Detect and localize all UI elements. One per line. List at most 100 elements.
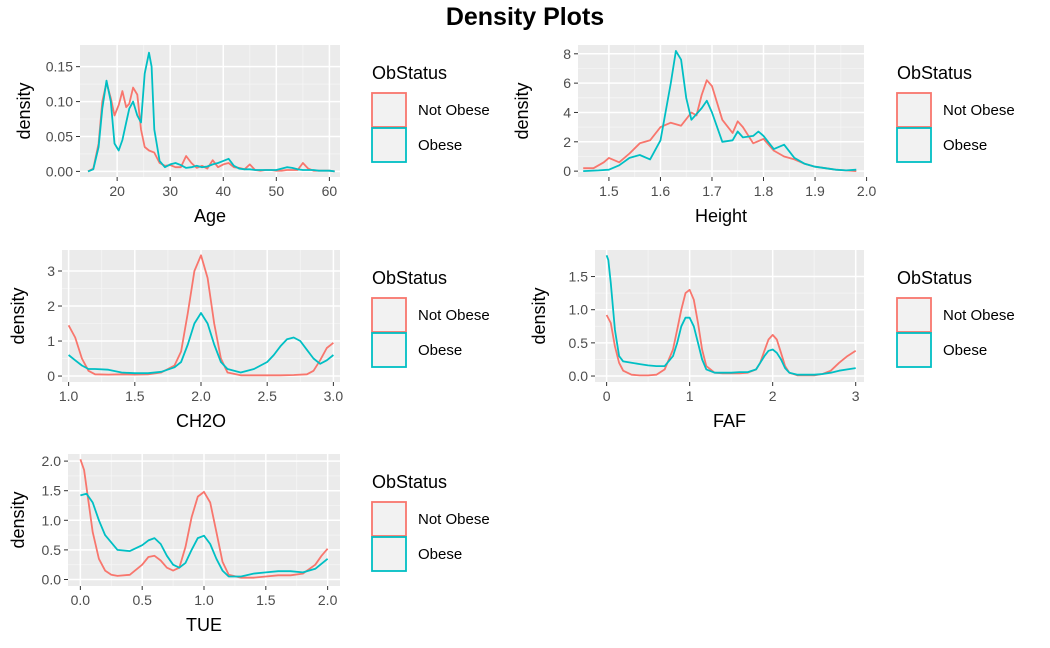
chart-4-x-tick-label: 1	[686, 388, 694, 404]
chart-5-tue: 0.0 0.5 1.0 1.5 2.0 0.0 0.5 1.0 1.5 2.0 TUE density…	[8, 453, 490, 635]
chart-4-x-tick-label: 0	[603, 388, 611, 404]
chart-5-y-tick-label: 1.0	[42, 512, 62, 528]
chart-4-y-axis-title: density	[529, 287, 549, 344]
chart-2-x-tick-label: 1.5	[599, 183, 619, 199]
chart-1-line-not-obese	[87, 81, 335, 173]
chart-3-x-tick-label: 3.0	[324, 388, 344, 404]
chart-3-x-tick-label: 1.5	[125, 388, 145, 404]
chart-5-x-axis-title: TUE	[186, 615, 222, 635]
chart-1-y-tick-label: 0.10	[46, 94, 73, 110]
chart-3-legend-key-not-obese	[371, 297, 407, 333]
chart-2-x-tick-label: 2.0	[857, 183, 877, 199]
chart-5-line-obese	[80, 492, 329, 578]
chart-5-x-tick-label: 1.0	[194, 592, 214, 608]
chart-1-legend-key-obese	[371, 127, 407, 163]
chart-3-x-tick-label: 2.5	[257, 388, 277, 404]
chart-1-x-tick-label: 50	[269, 183, 285, 199]
chart-4-y-tick-label: 1.0	[569, 302, 589, 318]
chart-3-y-tick-label: 0	[47, 368, 55, 384]
chart-2-x-tick-label: 1.8	[754, 183, 774, 199]
chart-3-legend-key-obese	[371, 332, 407, 368]
chart-5-legend-key-obese	[371, 536, 407, 572]
chart-3-line-not-obese	[67, 254, 334, 377]
chart-2-legend-label-obese: Obese	[943, 137, 987, 154]
chart-3-x-axis-title: CH2O	[176, 411, 226, 431]
chart-4-x-tick-label: 3	[852, 388, 860, 404]
page-title: Density Plots	[445, 3, 605, 31]
chart-2-y-axis-title: density	[512, 82, 532, 139]
chart-4-legend-label-not-obese: Not Obese	[943, 307, 1015, 324]
chart-1-panel-background	[80, 45, 340, 177]
chart-2-x-tick-label: 1.7	[702, 183, 722, 199]
chart-5-legend-key-not-obese	[371, 501, 407, 537]
chart-3-x-tick-label: 1.0	[59, 388, 79, 404]
chart-1-x-tick-label: 60	[322, 183, 338, 199]
chart-5-y-tick-label: 1.5	[42, 483, 62, 499]
chart-1-y-tick-label: 0.00	[46, 163, 73, 179]
chart-2-y-tick-label: 4	[563, 104, 571, 120]
chart-1-legend: ObStatus Not Obese Obese	[371, 63, 490, 163]
chart-5-y-tick-label: 2.0	[42, 453, 62, 469]
chart-2-x-tick-label: 1.6	[651, 183, 671, 199]
chart-1-legend-key-not-obese	[371, 92, 407, 128]
chart-5-line-not-obese	[79, 459, 329, 579]
chart-5-x-tick-label: 2.0	[318, 592, 338, 608]
chart-1-legend-label-obese: Obese	[418, 137, 462, 154]
chart-3-y-axis-title: density	[8, 287, 28, 344]
chart-2-x-axis-title: Height	[695, 206, 747, 226]
chart-3-x-tick-label: 2.0	[191, 388, 211, 404]
chart-3-legend-label-not-obese: Not Obese	[418, 307, 490, 324]
chart-5-legend-label-not-obese: Not Obese	[418, 511, 490, 528]
chart-5-legend: ObStatus Not Obese Obese	[371, 472, 490, 572]
chart-2-y-tick-label: 2	[563, 134, 571, 150]
chart-3-legend: ObStatus Not Obese Obese	[371, 268, 490, 368]
chart-3-legend-title: ObStatus	[372, 268, 447, 288]
chart-4-line-obese	[605, 254, 856, 376]
chart-5-legend-label-obese: Obese	[418, 546, 462, 563]
chart-4-x-axis-title: FAF	[713, 411, 746, 431]
chart-4-faf: 0 1 2 3 0.0 0.5 1.0 1.5 FAF density ObStatus Not Ob…	[529, 250, 1015, 431]
chart-3-y-tick-label: 3	[47, 263, 55, 279]
chart-4-legend-key-not-obese	[896, 297, 932, 333]
chart-3-ch2o: 1.0 1.5 2.0 2.5 3.0 0 1 2 3 CH2O density ObStatus No…	[8, 250, 490, 431]
chart-1-y-axis-title: density	[14, 82, 34, 139]
chart-1-legend-label-not-obese: Not Obese	[418, 102, 490, 119]
chart-5-legend-title: ObStatus	[372, 472, 447, 492]
chart-2-legend-key-not-obese	[896, 92, 932, 128]
chart-4-y-tick-label: 0.5	[569, 335, 589, 351]
chart-1-x-tick-label: 20	[109, 183, 125, 199]
chart-2-line-obese	[583, 50, 857, 172]
chart-3-y-tick-label: 2	[47, 298, 55, 314]
chart-2-y-tick-label: 6	[563, 75, 571, 91]
chart-4-legend-label-obese: Obese	[943, 342, 987, 359]
chart-1-line-obese	[87, 51, 335, 173]
chart-1-x-axis-title: Age	[194, 206, 226, 226]
chart-2-legend-title: ObStatus	[897, 63, 972, 83]
chart-1-y-tick-label: 0.05	[46, 128, 73, 144]
chart-5-x-tick-label: 0.5	[132, 592, 152, 608]
chart-5-y-tick-label: 0.0	[42, 571, 62, 587]
chart-4-legend-key-obese	[896, 332, 932, 368]
chart-2-y-tick-label: 0	[563, 163, 571, 179]
chart-1-age: 20 30 40 50 60 0.00 0.05 0.10 0.15 Age density ObSt…	[14, 45, 490, 226]
chart-3-line-obese	[68, 312, 334, 375]
chart-2-legend-label-not-obese: Not Obese	[943, 102, 1015, 119]
chart-3-legend-label-obese: Obese	[418, 342, 462, 359]
chart-2-panel-background	[578, 45, 864, 177]
chart-1-x-tick-label: 40	[215, 183, 231, 199]
chart-2-legend-key-obese	[896, 127, 932, 163]
chart-4-y-tick-label: 0.0	[569, 368, 589, 384]
chart-5-x-tick-label: 1.5	[256, 592, 276, 608]
chart-1-legend-title: ObStatus	[372, 63, 447, 83]
chart-4-x-tick-label: 2	[769, 388, 777, 404]
chart-4-y-tick-label: 1.5	[569, 269, 589, 285]
chart-5-y-axis-title: density	[8, 491, 28, 548]
chart-2-legend: ObStatus Not Obese Obese	[896, 63, 1015, 163]
chart-5-y-tick-label: 0.5	[42, 542, 62, 558]
chart-2-y-tick-label: 8	[563, 46, 571, 62]
chart-1-y-tick-label: 0.15	[46, 59, 73, 75]
chart-5-x-tick-label: 0.0	[71, 592, 91, 608]
chart-3-y-tick-label: 1	[47, 333, 55, 349]
